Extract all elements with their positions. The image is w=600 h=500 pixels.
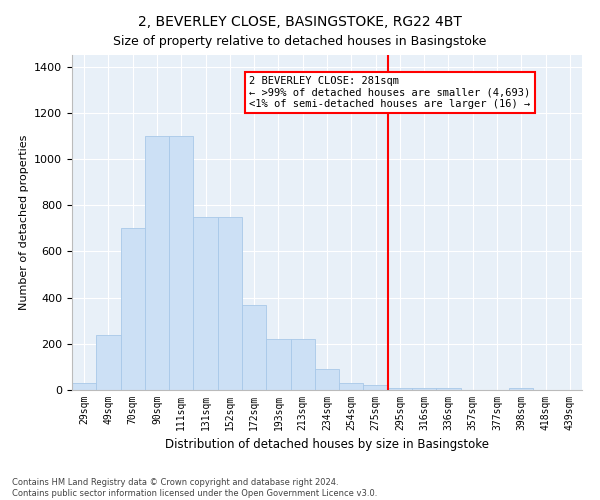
- Y-axis label: Number of detached properties: Number of detached properties: [19, 135, 29, 310]
- Bar: [339, 383, 364, 390]
- Bar: [509, 388, 533, 390]
- Bar: [169, 136, 193, 390]
- Text: 2, BEVERLEY CLOSE, BASINGSTOKE, RG22 4BT: 2, BEVERLEY CLOSE, BASINGSTOKE, RG22 4BT: [138, 15, 462, 29]
- Text: Contains HM Land Registry data © Crown copyright and database right 2024.
Contai: Contains HM Land Registry data © Crown c…: [12, 478, 377, 498]
- Bar: [96, 334, 121, 390]
- Bar: [436, 388, 461, 390]
- Bar: [193, 216, 218, 390]
- Bar: [266, 339, 290, 390]
- Bar: [412, 388, 436, 390]
- Text: 2 BEVERLEY CLOSE: 281sqm
← >99% of detached houses are smaller (4,693)
<1% of se: 2 BEVERLEY CLOSE: 281sqm ← >99% of detac…: [249, 76, 530, 109]
- Bar: [388, 388, 412, 390]
- Bar: [72, 383, 96, 390]
- Bar: [242, 304, 266, 390]
- Bar: [145, 136, 169, 390]
- Text: Size of property relative to detached houses in Basingstoke: Size of property relative to detached ho…: [113, 35, 487, 48]
- Bar: [290, 339, 315, 390]
- X-axis label: Distribution of detached houses by size in Basingstoke: Distribution of detached houses by size …: [165, 438, 489, 452]
- Bar: [364, 386, 388, 390]
- Bar: [218, 216, 242, 390]
- Bar: [121, 228, 145, 390]
- Bar: [315, 369, 339, 390]
